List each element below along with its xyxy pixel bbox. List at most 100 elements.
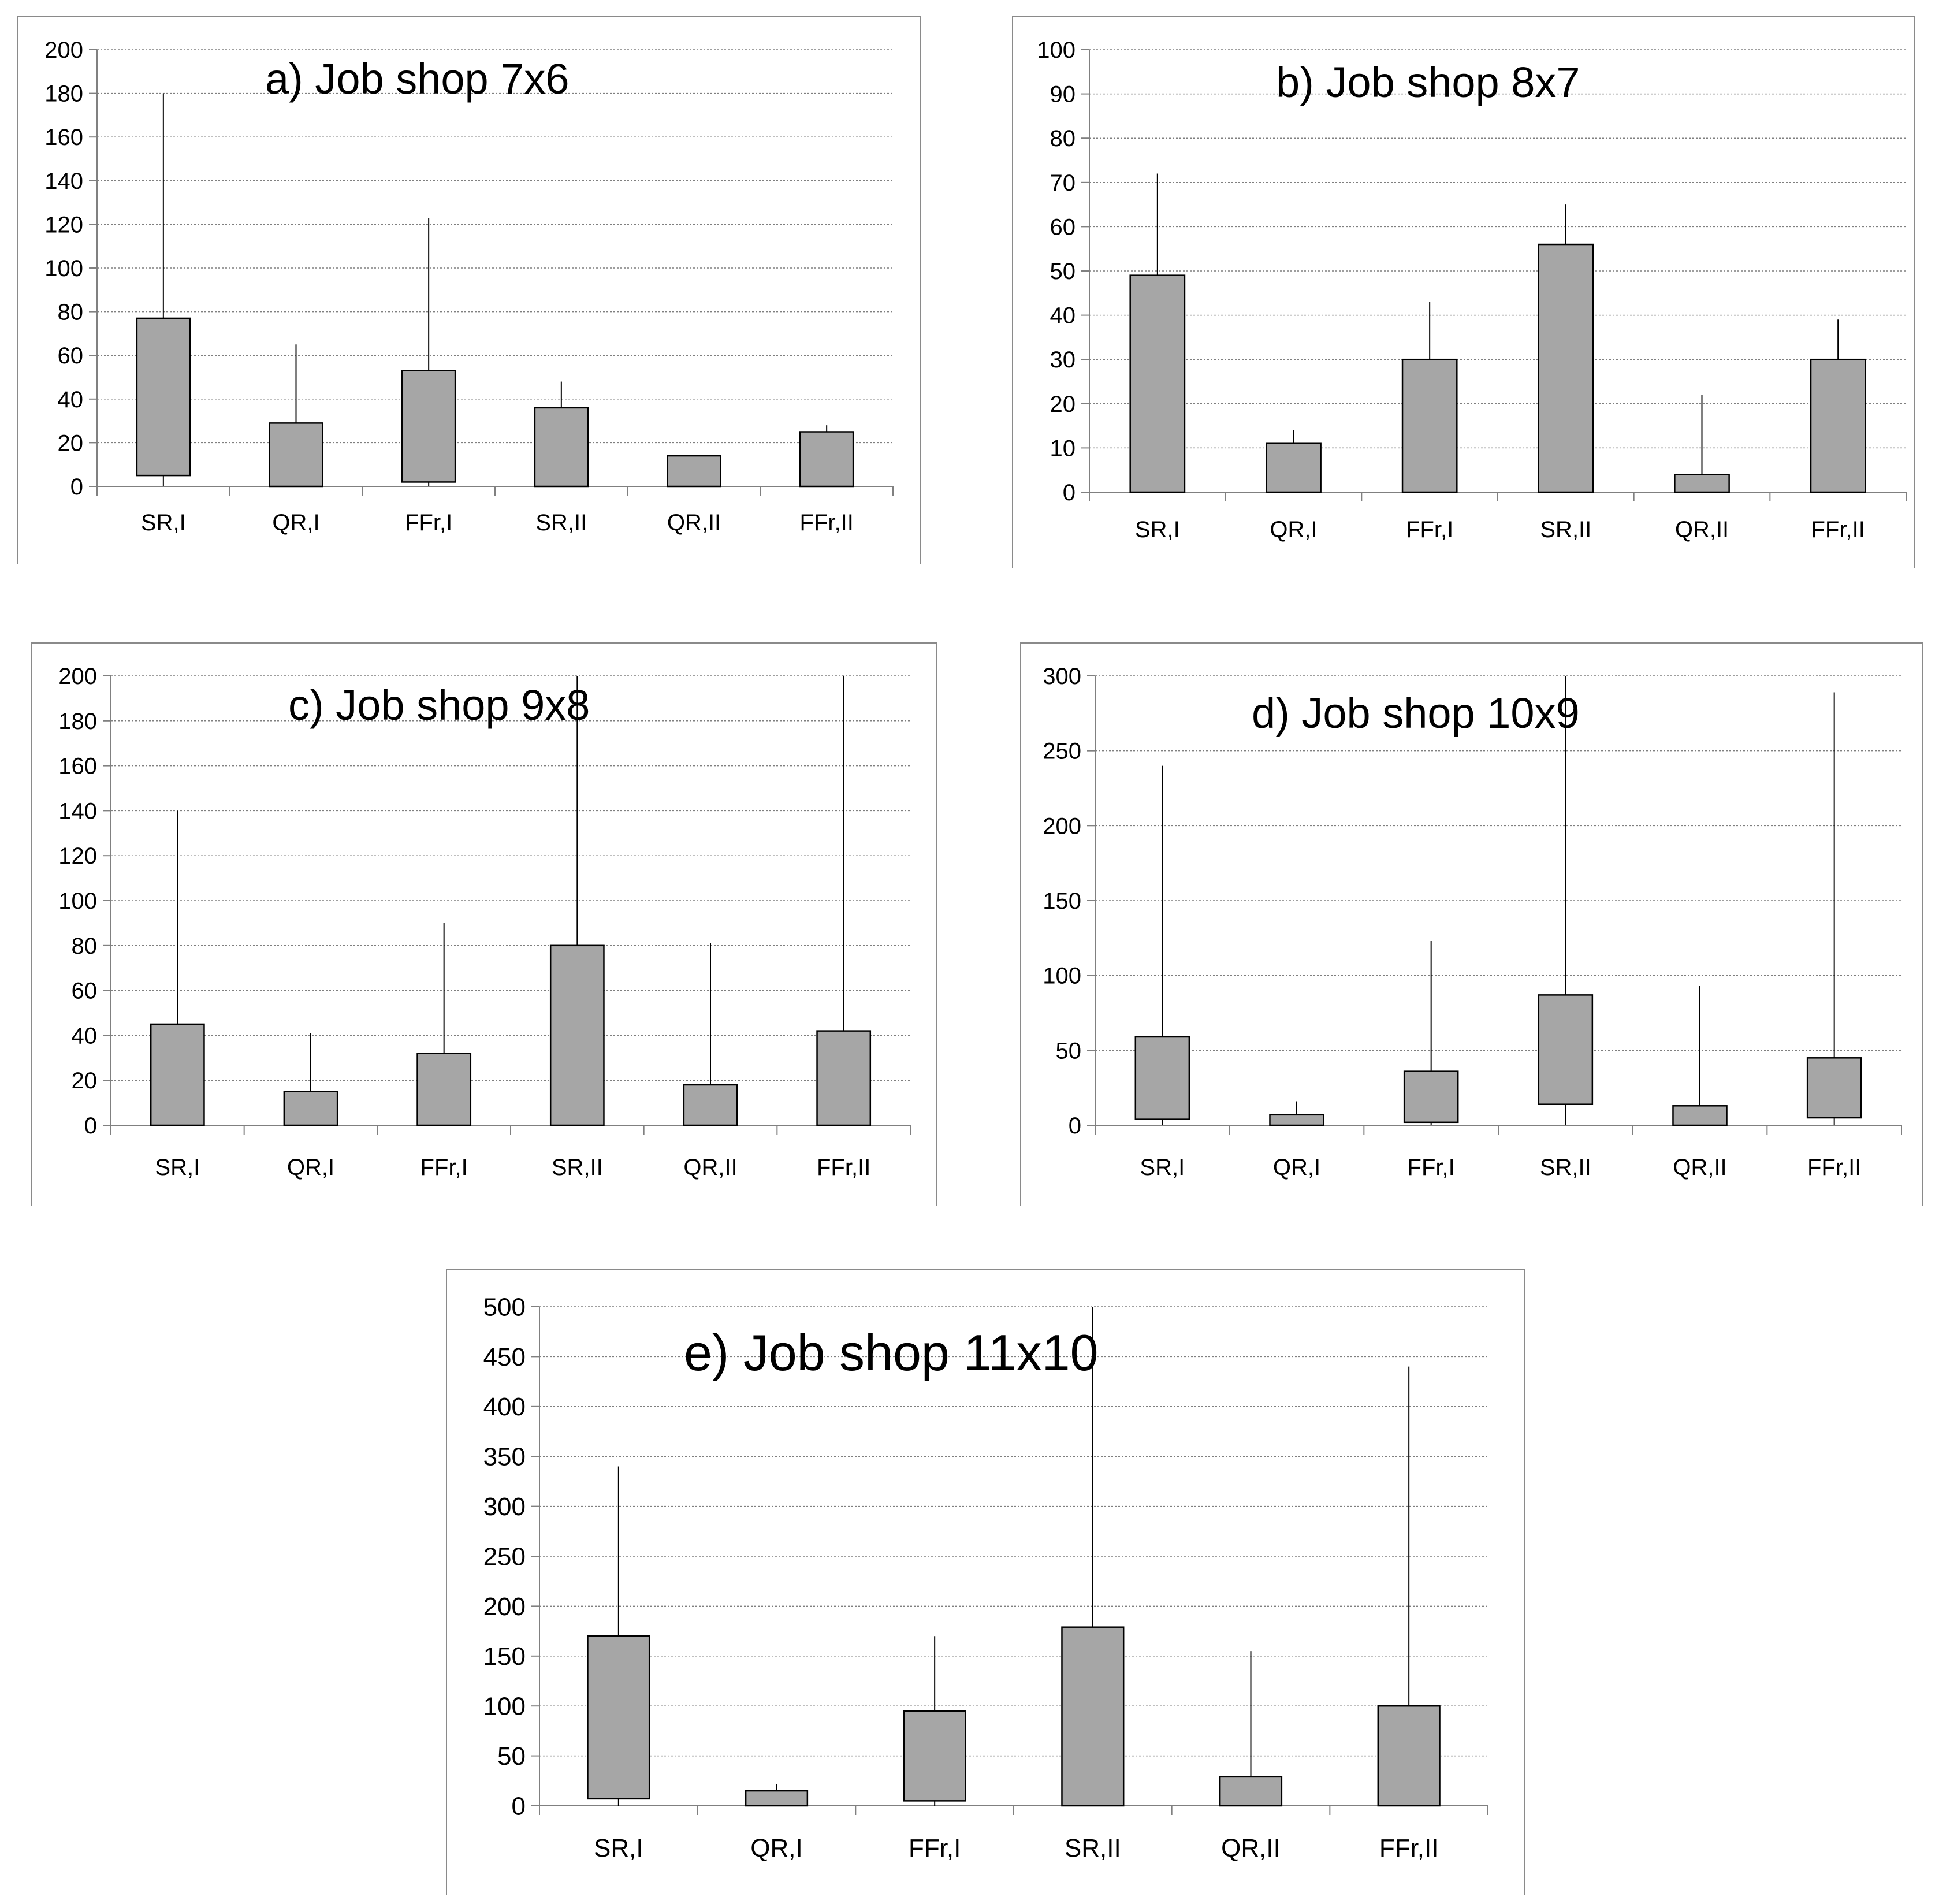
y-tick-label: 100 xyxy=(1037,38,1076,63)
chart-b-svg: 0 10 20 30 40 50 60 70 80 90 100 SR,I QR,I FFr,I SR,II… xyxy=(1037,38,1907,542)
y-tick-label: 160 xyxy=(58,754,97,779)
y-tick-label: 100 xyxy=(1043,964,1081,989)
chart-title: e) Job shop 11x10 xyxy=(684,1324,1099,1381)
category-label: FFr,II xyxy=(1807,1155,1861,1180)
y-tick-label: 200 xyxy=(44,38,83,63)
box-bar xyxy=(1401,358,1458,493)
y-tick-label: 350 xyxy=(483,1443,526,1471)
category-label: SR,I xyxy=(155,1155,200,1180)
y-tick-label: 450 xyxy=(483,1343,526,1371)
box-bar xyxy=(136,317,191,477)
category-label: SR,I xyxy=(1140,1155,1185,1180)
y-tick-label: 10 xyxy=(1050,436,1076,461)
chart-panel-e: 0 50 100 150 200 250 300 350 400 450 500 SR,I QR,I FF… xyxy=(446,1269,1525,1895)
category-label: QR,I xyxy=(287,1155,334,1180)
y-tick-label: 180 xyxy=(44,81,83,107)
category-label: SR,I xyxy=(594,1834,643,1862)
y-tick-label: 500 xyxy=(483,1293,526,1321)
box-bar xyxy=(799,431,854,488)
category-label: QR,II xyxy=(1221,1834,1281,1862)
box-bar xyxy=(549,944,605,1126)
category-label: SR,II xyxy=(1540,1155,1591,1180)
box-bar xyxy=(1806,1057,1862,1119)
y-tick-label: 200 xyxy=(483,1593,526,1621)
y-tick-label: 200 xyxy=(58,664,97,689)
y-tick-label: 80 xyxy=(58,300,84,325)
box-bar xyxy=(283,1091,338,1126)
category-label: FFr,I xyxy=(1406,517,1453,542)
box-bar xyxy=(1269,1114,1324,1126)
box-bar xyxy=(667,455,721,488)
category-label: FFr,I xyxy=(909,1834,961,1862)
chart-c-svg: 0 20 40 60 80 100 120 140 160 180 200 SR,I QR,I FFr,I… xyxy=(58,664,911,1180)
gridlines xyxy=(1089,49,1906,449)
box-bar xyxy=(745,1790,809,1807)
chart-title: d) Job shop 10x9 xyxy=(1252,689,1580,737)
chart-title: b) Job shop 8x7 xyxy=(1276,58,1580,106)
box-bar xyxy=(1377,1705,1441,1807)
chart-a-svg: 0 20 40 60 80 100 120 140 160 180 200 SR,I QR,I FFr,I… xyxy=(44,38,894,536)
y-tick-label: 60 xyxy=(72,979,98,1004)
box-bar xyxy=(416,1053,472,1126)
chart-title: a) Job shop 7x6 xyxy=(265,55,570,103)
chart-panel-d: 0 50 100 150 200 250 300 SR,I QR,I FFr,I SR,II QR,I… xyxy=(1020,642,1923,1206)
gridlines xyxy=(97,49,893,444)
chart-title: c) Job shop 9x8 xyxy=(288,681,590,729)
category-label: SR,I xyxy=(1135,517,1180,542)
category-label: QR,II xyxy=(1675,517,1729,542)
y-tick-label: 50 xyxy=(1056,1038,1082,1063)
box-bar xyxy=(1538,994,1594,1105)
chart-panel-b: 0 10 20 30 40 50 60 70 80 90 100 SR,I QR,I FFr,I SR,II… xyxy=(1012,16,1915,568)
y-tick-label: 140 xyxy=(58,798,97,824)
y-tick-label: 50 xyxy=(497,1742,526,1771)
y-tick-label: 80 xyxy=(72,934,98,959)
y-tick-label: 40 xyxy=(1050,303,1076,329)
y-tick-label: 400 xyxy=(483,1393,526,1421)
gridlines xyxy=(539,1306,1488,1757)
y-tick-label: 150 xyxy=(1043,888,1081,914)
y-tick-label: 60 xyxy=(1050,214,1076,240)
y-tick-label: 300 xyxy=(1043,664,1081,689)
box-bar xyxy=(816,1030,872,1126)
box-bar xyxy=(269,422,323,488)
y-tick-label: 50 xyxy=(1050,259,1076,284)
category-label: QR,I xyxy=(272,510,319,536)
y-tick-label: 0 xyxy=(84,1113,97,1139)
y-tick-label: 180 xyxy=(58,709,97,734)
chart-panel-a: 0 20 40 60 80 100 120 140 160 180 200 SR,I QR,I FFr,I… xyxy=(17,16,921,564)
y-tick-label: 100 xyxy=(58,888,97,914)
y-tick-label: 160 xyxy=(44,125,83,150)
y-tick-label: 120 xyxy=(44,212,83,237)
y-tick-label: 20 xyxy=(72,1068,98,1094)
category-label: FFr,I xyxy=(420,1155,468,1180)
y-tick-label: 20 xyxy=(58,430,84,456)
box-bar xyxy=(1134,1036,1190,1120)
box-bar xyxy=(1061,1626,1125,1807)
category-label: QR,II xyxy=(1673,1155,1726,1180)
category-label: SR,II xyxy=(1065,1834,1121,1862)
box-bar xyxy=(1403,1070,1459,1124)
y-tick-label: 0 xyxy=(70,474,83,500)
category-label: FFr,II xyxy=(817,1155,870,1180)
category-label: SR,II xyxy=(552,1155,603,1180)
box-bar xyxy=(1538,243,1594,493)
y-tick-label: 250 xyxy=(483,1542,526,1571)
y-tick-label: 300 xyxy=(483,1493,526,1521)
y-tick-label: 100 xyxy=(44,256,83,281)
box-bar xyxy=(1672,1105,1728,1126)
category-label: QR,I xyxy=(1273,1155,1320,1180)
category-label: FFr,II xyxy=(1811,517,1865,542)
category-label: FFr,II xyxy=(800,510,854,536)
category-label: QR,I xyxy=(750,1834,802,1862)
category-label: QR,I xyxy=(1270,517,1317,542)
y-tick-label: 0 xyxy=(512,1792,526,1820)
box-bar xyxy=(1219,1776,1283,1807)
y-tick-label: 40 xyxy=(58,387,84,412)
y-tick-label: 0 xyxy=(1069,1113,1081,1139)
y-tick-label: 250 xyxy=(1043,739,1081,764)
category-label: FFr,I xyxy=(1408,1155,1455,1180)
y-tick-label: 30 xyxy=(1050,347,1076,373)
box-bar xyxy=(1810,358,1866,493)
y-tick-label: 200 xyxy=(1043,813,1081,839)
category-label: QR,II xyxy=(667,510,721,536)
